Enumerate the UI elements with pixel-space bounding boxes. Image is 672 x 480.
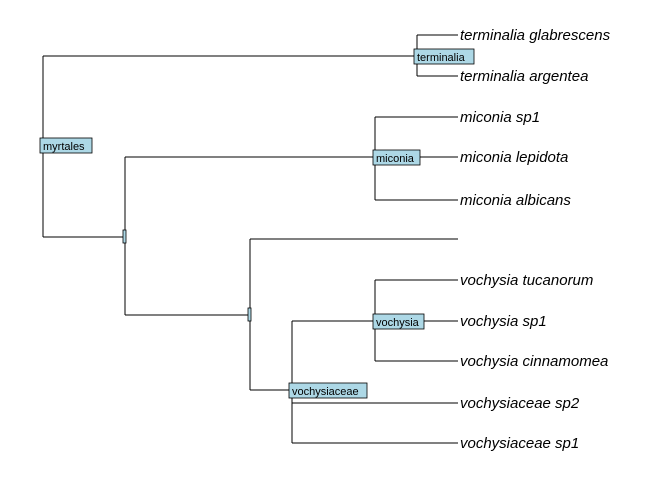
node-label-vochysiaceae: vochysiaceae — [288, 382, 368, 399]
tip-label-vochysia-tucanorum: vochysia tucanorum — [460, 272, 593, 289]
node-label-vochysia-text: vochysia — [376, 317, 420, 329]
tip-label-miconia-albicans: miconia albicans — [460, 192, 571, 209]
tip-label-miconia-lepidota: miconia lepidota — [460, 149, 568, 166]
node-label-terminalia: terminalia — [413, 48, 475, 65]
tip-label-vochysiaceae-sp1: vochysiaceae sp1 — [460, 435, 579, 452]
tip-label-terminalia-glabrescens: terminalia glabrescens — [460, 27, 611, 44]
node-label-myrtales: myrtales — [39, 137, 93, 154]
tip-label-terminalia-argentea: terminalia argentea — [460, 68, 588, 85]
node-label-miconia-text: miconia — [376, 153, 415, 165]
tip-label-vochysia-sp1: vochysia sp1 — [460, 313, 547, 330]
node-label-vochysia: vochysia — [372, 313, 425, 330]
node-label-terminalia-text: terminalia — [417, 52, 466, 64]
node-marker-inner — [122, 229, 127, 244]
node-label-vochysiaceae-text: vochysiaceae — [292, 386, 359, 398]
tip-label-vochysia-cinnamomea: vochysia cinnamomea — [460, 353, 608, 370]
node-marker-inner-2 — [247, 307, 252, 322]
node-label-miconia: miconia — [372, 149, 421, 166]
node-label-myrtales-text: myrtales — [43, 141, 85, 153]
tip-label-miconia-sp1: miconia sp1 — [460, 109, 540, 126]
tip-label-vochysiaceae-sp2: vochysiaceae sp2 — [460, 395, 580, 412]
